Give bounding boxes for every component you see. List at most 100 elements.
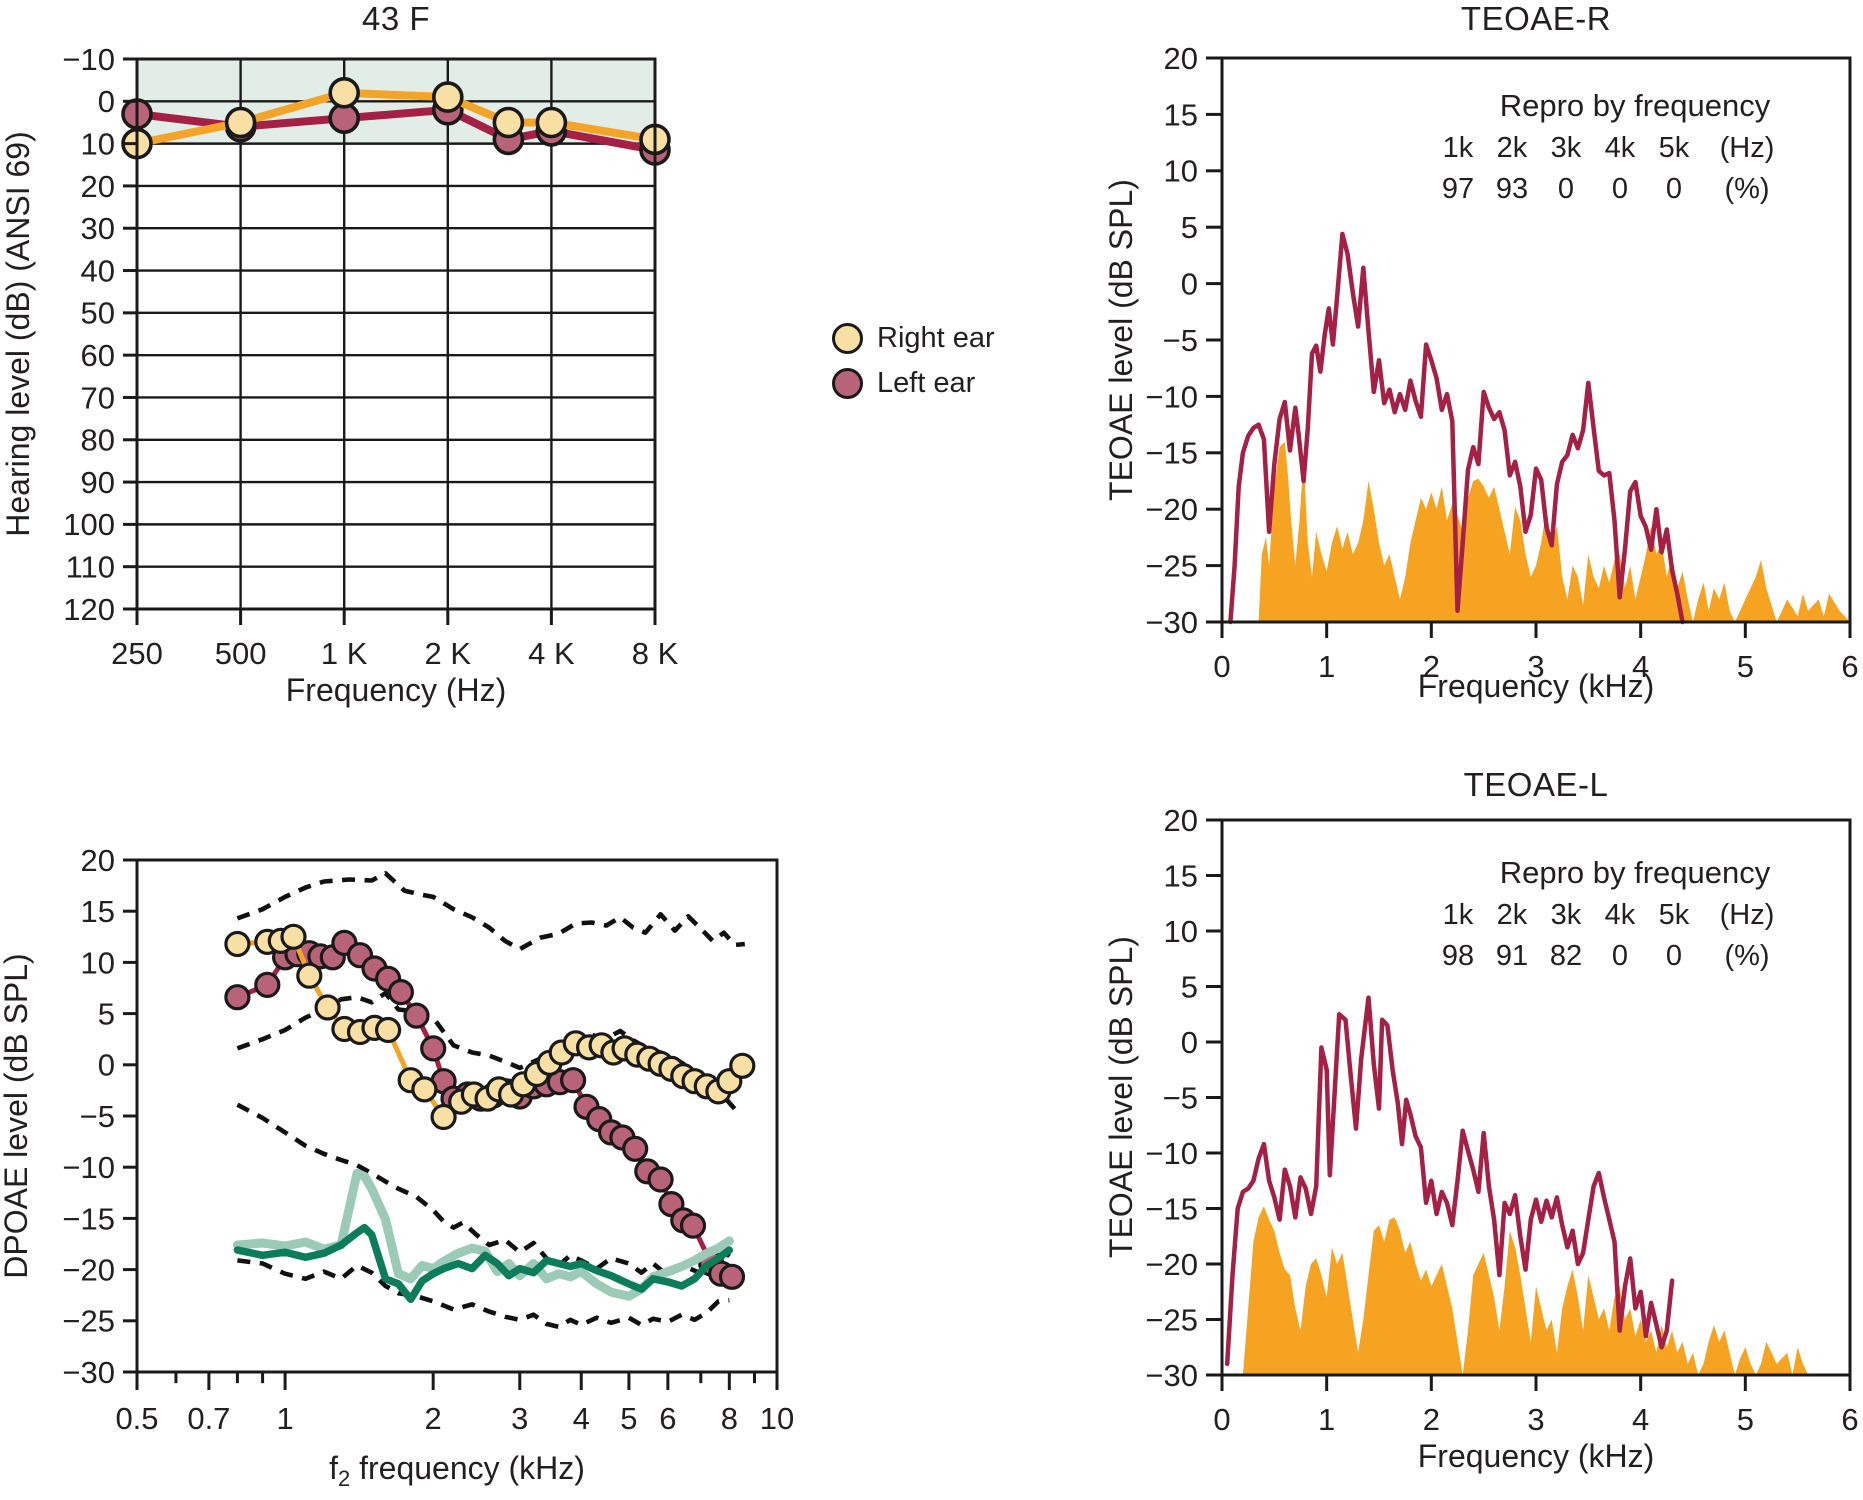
repro-cell: 1k bbox=[1442, 132, 1474, 164]
svg-text:15: 15 bbox=[81, 894, 115, 929]
repro-cell: 98 bbox=[1441, 940, 1475, 972]
svg-text:−25: −25 bbox=[1145, 1302, 1198, 1337]
svg-text:−10: −10 bbox=[1145, 1136, 1198, 1171]
svg-text:50: 50 bbox=[81, 296, 115, 331]
teoae-right-panel: TEOAE-R TEOAE level (dB SPL) 20 15 10 5 0 −5−… bbox=[1060, 0, 1863, 760]
svg-text:−20: −20 bbox=[1145, 492, 1198, 527]
audiogram-panel: 43 F Hearing level (dB) (ANSI 69) −10 0 10… bbox=[0, 0, 1050, 760]
left-ear-legend-label: Left ear bbox=[877, 367, 976, 399]
repro-cell: 3k bbox=[1550, 132, 1582, 164]
repro-cell: 2k bbox=[1496, 132, 1528, 164]
svg-text:0: 0 bbox=[1181, 266, 1198, 301]
svg-text:0: 0 bbox=[98, 84, 115, 119]
svg-text:−25: −25 bbox=[1145, 548, 1198, 583]
teoae-l-plot: 20 15 10 5 0 −5 −10 −15 −20 −25 −30 0 1 2 3 4 5 6 bbox=[1145, 803, 1858, 1437]
svg-text:−15: −15 bbox=[1145, 436, 1198, 471]
svg-text:−20: −20 bbox=[1145, 1247, 1198, 1282]
svg-text:60: 60 bbox=[81, 338, 115, 373]
svg-text:−15: −15 bbox=[1145, 1191, 1198, 1226]
svg-text:5: 5 bbox=[98, 996, 115, 1031]
repro-cell: 97 bbox=[1441, 173, 1475, 205]
repro-cell: 0 bbox=[1611, 940, 1629, 972]
svg-text:4: 4 bbox=[573, 1401, 590, 1436]
svg-text:80: 80 bbox=[81, 423, 115, 458]
teoae-r-x-axis-label: Frequency (kHz) bbox=[1417, 668, 1655, 704]
svg-text:110: 110 bbox=[66, 550, 115, 585]
svg-text:−10: −10 bbox=[62, 42, 115, 77]
teoae-l-x-axis-label: Frequency (kHz) bbox=[1417, 1438, 1655, 1474]
svg-text:2: 2 bbox=[1423, 1402, 1440, 1437]
svg-text:−30: −30 bbox=[1145, 1358, 1198, 1393]
svg-text:−10: −10 bbox=[62, 1150, 115, 1185]
repro-values-grid: 1k 2k 3k 4k 5k (Hz) 98 91 82 0 0 (%) bbox=[1431, 899, 1845, 973]
teoae-l-title: TEOAE-L bbox=[1463, 766, 1609, 803]
svg-text:90: 90 bbox=[81, 465, 115, 500]
svg-text:10: 10 bbox=[1164, 914, 1198, 949]
svg-text:10: 10 bbox=[81, 126, 115, 161]
f-label-pre: f bbox=[329, 1450, 338, 1486]
svg-text:10: 10 bbox=[1164, 154, 1198, 189]
svg-text:3: 3 bbox=[511, 1401, 528, 1436]
svg-text:20: 20 bbox=[1164, 41, 1198, 76]
svg-text:1 K: 1 K bbox=[321, 636, 368, 671]
repro-cell: 0 bbox=[1665, 173, 1683, 205]
repro-values-grid: 1k 2k 3k 4k 5k (Hz) 97 93 0 0 0 (%) bbox=[1431, 132, 1845, 206]
repro-cell: (%) bbox=[1724, 940, 1770, 972]
svg-text:−25: −25 bbox=[62, 1304, 115, 1339]
repro-cell: 91 bbox=[1495, 940, 1529, 972]
svg-text:20: 20 bbox=[1164, 803, 1198, 838]
svg-text:3: 3 bbox=[1527, 649, 1544, 684]
dpoae-panel: DPOAE level (dB SPL) 20 15 10 5 0 −5 −10 −15 −20… bbox=[0, 760, 1050, 1500]
svg-text:−5: −5 bbox=[1163, 1080, 1198, 1115]
svg-text:0.7: 0.7 bbox=[187, 1401, 230, 1436]
svg-text:15: 15 bbox=[1164, 97, 1198, 132]
svg-text:0: 0 bbox=[1213, 1402, 1230, 1437]
repro-cell: 0 bbox=[1557, 173, 1575, 205]
svg-text:0: 0 bbox=[1213, 649, 1230, 684]
svg-text:10: 10 bbox=[81, 945, 115, 980]
svg-text:5: 5 bbox=[1181, 210, 1198, 245]
svg-text:8: 8 bbox=[721, 1401, 738, 1436]
svg-text:0: 0 bbox=[1181, 1025, 1198, 1060]
svg-text:15: 15 bbox=[1164, 858, 1198, 893]
svg-text:6: 6 bbox=[1841, 1402, 1858, 1437]
svg-text:−5: −5 bbox=[80, 1099, 115, 1134]
dpoae-x-axis-label: f2 frequency (kHz) bbox=[137, 1450, 777, 1492]
repro-cell: 2k bbox=[1496, 899, 1528, 931]
teoae-left-panel: TEOAE-L TEOAE level (dB SPL) 20 15 10 5 0 −5−… bbox=[1060, 760, 1863, 1500]
teoae-l-repro-table: Repro by frequency 1k 2k 3k 4k 5k (Hz) 98 91 82 0… bbox=[1425, 855, 1845, 973]
svg-text:−5: −5 bbox=[1163, 323, 1198, 358]
svg-text:500: 500 bbox=[215, 636, 267, 671]
svg-text:8 K: 8 K bbox=[632, 636, 679, 671]
svg-text:−15: −15 bbox=[62, 1201, 115, 1236]
repro-cell: 5k bbox=[1658, 132, 1690, 164]
svg-text:−30: −30 bbox=[1145, 605, 1198, 640]
repro-cell: 0 bbox=[1665, 940, 1683, 972]
repro-cell: (Hz) bbox=[1719, 899, 1775, 931]
svg-text:2 K: 2 K bbox=[425, 636, 472, 671]
teoae-r-title: TEOAE-R bbox=[1460, 0, 1612, 37]
right-ear-marker-icon bbox=[832, 323, 863, 354]
repro-title: Repro by frequency bbox=[1499, 855, 1771, 890]
repro-cell: 1k bbox=[1442, 899, 1474, 931]
repro-title: Repro by frequency bbox=[1499, 88, 1771, 123]
svg-text:6: 6 bbox=[659, 1401, 676, 1436]
f-label-post: frequency (kHz) bbox=[350, 1450, 585, 1486]
svg-text:0.5: 0.5 bbox=[115, 1401, 158, 1436]
legend-item-left-ear: Left ear bbox=[832, 367, 995, 400]
svg-text:5: 5 bbox=[1181, 969, 1198, 1004]
svg-text:2: 2 bbox=[1423, 649, 1440, 684]
legend-item-right-ear: Right ear bbox=[832, 322, 995, 355]
svg-text:100: 100 bbox=[63, 507, 115, 542]
svg-text:1: 1 bbox=[276, 1401, 293, 1436]
audiogram-title: 43 F bbox=[361, 0, 431, 37]
svg-text:70: 70 bbox=[81, 380, 115, 415]
svg-text:5: 5 bbox=[1737, 1402, 1754, 1437]
svg-text:1: 1 bbox=[1318, 1402, 1335, 1437]
svg-text:120: 120 bbox=[63, 592, 115, 627]
svg-text:20: 20 bbox=[81, 169, 115, 204]
svg-text:5: 5 bbox=[620, 1401, 637, 1436]
repro-cell: 93 bbox=[1495, 173, 1529, 205]
